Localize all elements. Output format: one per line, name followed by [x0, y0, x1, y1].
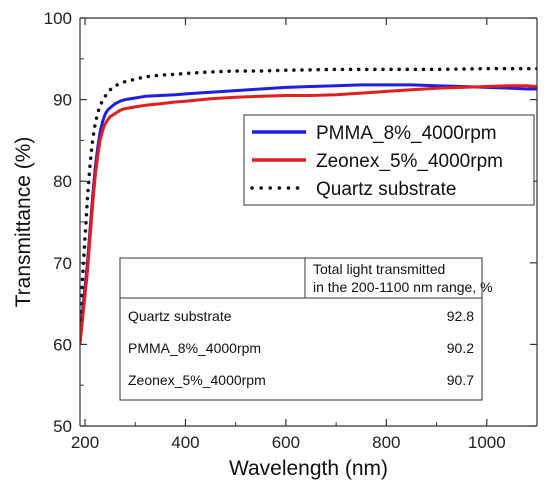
- x-tick-label-4: 1000: [468, 433, 506, 452]
- y-axis-title: Transmittance (%): [12, 137, 35, 308]
- series-layer: [80, 66, 537, 345]
- table-frame: [119, 257, 483, 401]
- y-tick-label-5: 100: [44, 9, 72, 28]
- y-tick-label-4: 90: [53, 91, 72, 110]
- x-tick-label-0: 200: [71, 433, 99, 452]
- table-row-value-0: 92.8: [447, 308, 474, 324]
- series-line-2: [80, 66, 537, 322]
- axes-layer: 200 400 600 800 1000 50 60 70 80 90 100 Wavelength …: [12, 9, 538, 480]
- y-tick-label-1: 60: [53, 335, 72, 354]
- series-line-1: [80, 84, 537, 345]
- inset-table: Total light transmitted in the 200-1100 n…: [119, 257, 493, 401]
- legend-label-2: Quartz substrate: [316, 179, 456, 200]
- table-row-label-0: Quartz substrate: [128, 308, 232, 324]
- y-tick-label-0: 50: [53, 417, 72, 436]
- table-row-label-2: Zeonex_5%_4000rpm: [128, 372, 266, 388]
- x-tick-label-1: 400: [171, 433, 199, 452]
- table-header-line-0: Total light transmitted: [313, 261, 445, 277]
- y-tick-label-2: 70: [53, 254, 72, 273]
- table-header-line-1: in the 200-1100 nm range, %: [313, 279, 493, 295]
- legend-label-1: Zeonex_5%_4000rpm: [316, 151, 503, 172]
- x-axis-title: Wavelength (nm): [229, 457, 388, 480]
- table-row-value-2: 90.7: [447, 372, 474, 388]
- legend: PMMA_8%_4000rpm Zeonex_5%_4000rpm Quartz s…: [243, 114, 535, 206]
- table-row-value-1: 90.2: [447, 340, 474, 356]
- x-tick-label-2: 600: [272, 433, 300, 452]
- x-tick-label-3: 800: [372, 433, 400, 452]
- y-tick-label-3: 80: [53, 172, 72, 191]
- legend-label-0: PMMA_8%_4000rpm: [316, 123, 497, 144]
- table-row-label-1: PMMA_8%_4000rpm: [128, 340, 261, 356]
